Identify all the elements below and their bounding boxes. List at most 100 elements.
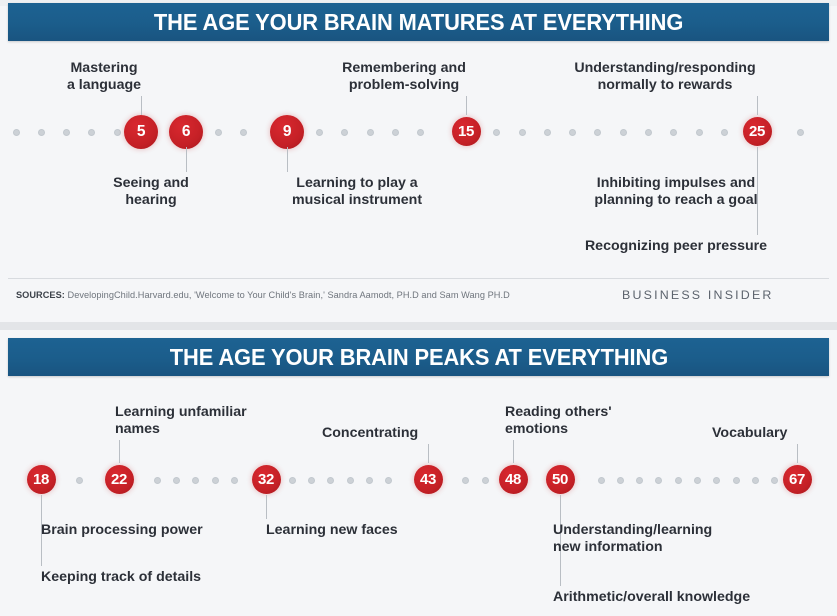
age-marker-67[interactable]: 67 — [782, 465, 812, 494]
leader-line — [141, 96, 142, 115]
milestone-label-line: Concentrating — [322, 425, 419, 441]
sources-text: DevelopingChild.Harvard.edu, 'Welcome to… — [67, 290, 510, 300]
age-marker-50[interactable]: 50 — [545, 465, 575, 494]
milestone-label-line: normally to rewards — [597, 77, 733, 93]
timeline-dot — [88, 129, 96, 136]
leader-line — [757, 96, 758, 115]
milestone-label-line: Vocabulary — [712, 425, 788, 441]
age-marker-6[interactable]: 6 — [169, 115, 203, 149]
timeline-dot — [670, 129, 678, 136]
timeline-dot — [63, 129, 71, 136]
milestone-label-line: Understanding/responding — [574, 60, 756, 76]
business-insider-logo: BUSINESS INSIDER — [622, 288, 774, 302]
milestone-label: Recognizing peer pressure — [585, 238, 767, 255]
timeline-dot — [543, 129, 551, 136]
timeline-dot — [365, 477, 373, 484]
timeline-dot — [645, 129, 652, 136]
milestone-label: Remembering and problem-solving — [342, 60, 466, 94]
timeline-dot — [771, 477, 779, 484]
milestone-label-line: musical instrument — [291, 192, 423, 208]
timeline-dot — [316, 129, 324, 136]
timeline-dot — [366, 129, 374, 136]
age-marker-25[interactable]: 25 — [742, 117, 772, 146]
milestone-label: Learning new faces — [266, 522, 398, 539]
timeline-dot — [674, 477, 682, 484]
leader-line — [428, 444, 429, 463]
milestone-label-line: Remembering and — [342, 60, 466, 76]
milestone-label-line: Mastering — [70, 60, 138, 76]
age-marker-18[interactable]: 18 — [26, 465, 56, 494]
timeline-dot — [655, 477, 663, 484]
milestone-label-line: planning to reach a goal — [594, 192, 758, 208]
milestone-label-line: Arithmetic/overall knowledge — [553, 589, 751, 605]
timeline-dot — [308, 477, 315, 484]
milestone-label: Keeping track of details — [41, 569, 201, 586]
milestone-label-line: Learning to play a — [296, 175, 418, 191]
timeline-dot — [751, 477, 759, 484]
timeline-matures: 5 6 9 15 25 — [0, 113, 837, 153]
age-marker-48[interactable]: 48 — [498, 465, 528, 494]
leader-line — [119, 440, 120, 463]
timeline-dot — [346, 477, 354, 484]
timeline-dot — [619, 129, 627, 136]
milestone-label-line: Inhibiting impulses and — [596, 175, 756, 191]
milestone-label: Understanding/responding normally to rewa… — [574, 60, 755, 94]
milestone-label: Concentrating — [322, 425, 418, 442]
milestone-label: Seeing and hearing — [113, 175, 189, 209]
milestone-label: Brain processing power — [41, 522, 203, 539]
timeline-dot — [240, 129, 248, 136]
timeline-dot — [597, 477, 605, 484]
age-marker-43[interactable]: 43 — [413, 465, 443, 494]
timeline-dot — [192, 477, 200, 484]
milestone-label: Understanding/learning new information — [553, 522, 712, 556]
header-bar-matures: THE AGE YOUR BRAIN MATURES AT EVERYTHING — [8, 3, 829, 41]
timeline-dot — [713, 477, 721, 484]
age-marker-22[interactable]: 22 — [104, 465, 134, 494]
sources-label: SOURCES: — [16, 290, 65, 300]
timeline-dot — [211, 477, 219, 484]
milestone-label-line: names — [115, 421, 160, 437]
timeline-dot — [153, 477, 161, 484]
milestone-label-line: hearing — [125, 192, 177, 208]
milestone-label-line: Reading others' — [505, 404, 612, 420]
leader-line — [560, 495, 561, 586]
milestone-label: Learning to play a musical instrument — [292, 175, 422, 209]
timeline-dot — [341, 129, 349, 136]
timeline-dot — [113, 129, 121, 136]
timeline-dot — [37, 129, 45, 136]
timeline-dot — [462, 477, 470, 484]
milestone-label-line: a language — [66, 77, 142, 93]
leader-line — [757, 147, 758, 235]
milestone-label: Mastering a language — [67, 60, 141, 94]
age-marker-32[interactable]: 32 — [251, 465, 281, 494]
leader-line — [797, 444, 798, 463]
timeline-dot — [720, 129, 728, 136]
milestone-label-line: Recognizing peer pressure — [584, 238, 768, 254]
timeline-dot — [594, 129, 602, 136]
leader-line — [287, 147, 288, 172]
leader-line — [513, 440, 514, 463]
milestone-label: Reading others' emotions — [505, 404, 612, 438]
leader-line — [466, 96, 467, 115]
panel-brain-matures: THE AGE YOUR BRAIN MATURES AT EVERYTHING… — [0, 3, 837, 302]
timeline-dot — [636, 477, 644, 484]
leader-line — [266, 495, 267, 519]
footer-divider — [8, 278, 829, 279]
age-marker-15[interactable]: 15 — [451, 117, 481, 146]
timeline-dot — [732, 477, 740, 484]
milestone-label-line: Seeing and — [113, 175, 189, 191]
timeline-dot — [76, 477, 84, 484]
header-bar-peaks: THE AGE YOUR BRAIN PEAKS AT EVERYTHING — [8, 338, 829, 376]
milestone-label-line: Understanding/learning — [553, 522, 713, 538]
timeline-dot — [172, 477, 180, 484]
age-marker-9[interactable]: 9 — [270, 115, 304, 149]
milestone-label-line: Keeping track of details — [41, 569, 202, 585]
milestone-label-line: Brain processing power — [41, 522, 203, 538]
timeline-dot — [392, 129, 399, 136]
timeline-dot — [327, 477, 335, 484]
panel-brain-peaks: THE AGE YOUR BRAIN PEAKS AT EVERYTHING — [0, 330, 837, 616]
milestone-label-line: problem-solving — [348, 77, 460, 93]
age-marker-5[interactable]: 5 — [124, 115, 158, 149]
timeline-dot — [695, 129, 703, 136]
milestone-label: Inhibiting impulses and planning to reach… — [594, 175, 757, 209]
